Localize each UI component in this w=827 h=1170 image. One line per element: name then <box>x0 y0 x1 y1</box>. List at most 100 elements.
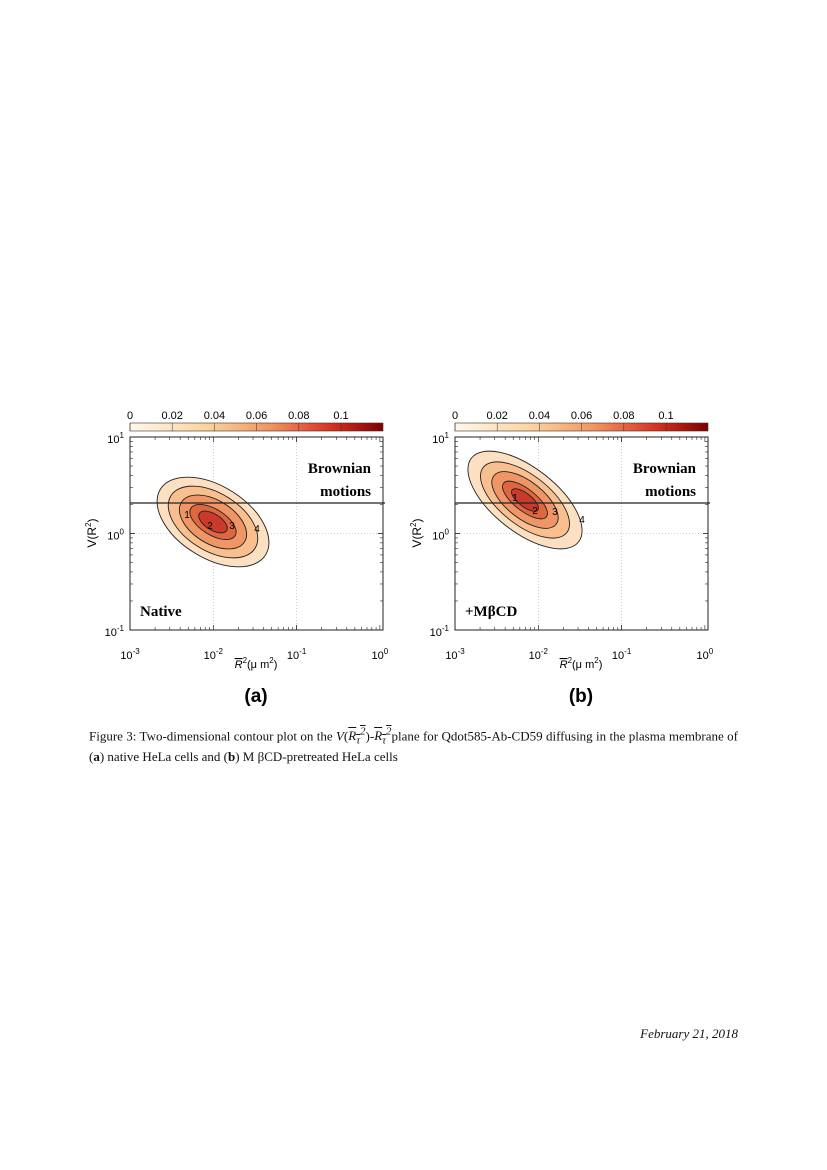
label-part: ) <box>85 518 99 522</box>
tick-base: 10 <box>432 434 444 446</box>
label-part: 2 <box>568 656 573 665</box>
tick-base: 10 <box>120 650 132 662</box>
date: February 21, 2018 <box>640 1026 738 1041</box>
tick-label: 100 <box>432 528 449 543</box>
math: τ <box>382 734 387 747</box>
tick-label: 10-3 <box>120 647 140 662</box>
contour-label: 4 <box>579 515 585 526</box>
contour-label: 2 <box>532 506 538 517</box>
label-part: (μ m <box>572 659 594 671</box>
label-part: ) <box>599 659 603 671</box>
y-axis-label: V(R2) <box>409 518 424 547</box>
caption-text: a <box>93 748 100 764</box>
contour-label: 2 <box>207 521 213 532</box>
label-part: ) <box>410 518 424 522</box>
label-part: V(R <box>85 527 99 548</box>
caption-text: ) M βCD-pretreated HeLa cells <box>235 748 398 764</box>
label-part: R <box>235 659 243 671</box>
label-part: ) <box>274 659 278 671</box>
tick-exp: -3 <box>458 647 466 656</box>
math: Rτ2 <box>348 726 366 747</box>
tick-exp: -3 <box>133 647 141 656</box>
label-part: 2 <box>594 656 599 665</box>
tick-exp: -2 <box>541 647 549 656</box>
caption-text: ) native HeLa cells and ( <box>99 748 228 764</box>
math: 2 <box>360 726 366 738</box>
contour-region <box>511 488 539 512</box>
label-part: 2 <box>84 522 93 527</box>
y-axis-label: V(R2) <box>84 518 99 547</box>
label-part: (μ m <box>247 659 269 671</box>
label-part: 2 <box>269 656 274 665</box>
math: Rτ2 <box>374 726 391 747</box>
caption-text: Figure 3: Two-dimensional contour plot o… <box>89 728 336 744</box>
tick-exp: -1 <box>117 624 125 633</box>
tick-exp: -2 <box>216 647 224 656</box>
label-part: V(R <box>410 527 424 548</box>
region-label: Brownian <box>308 461 372 477</box>
math: )- <box>365 728 375 744</box>
label-part: 2 <box>409 522 418 527</box>
colorbar-tick-label: 0 <box>452 410 458 422</box>
panel-label: (a) <box>244 686 267 707</box>
contour <box>198 510 228 534</box>
tick-base: 10 <box>372 650 384 662</box>
tick-base: 10 <box>697 650 709 662</box>
tick-exp: -1 <box>624 647 632 656</box>
contour-label: 3 <box>229 521 235 532</box>
caption-text: b <box>227 748 236 764</box>
tick-exp: 0 <box>120 528 125 537</box>
colorbar-tick-label: 0 <box>127 410 133 422</box>
colorbar-tick-label: 0.1 <box>658 410 673 422</box>
contour-region <box>198 510 228 534</box>
colorbar-tick-label: 0.08 <box>288 410 309 422</box>
tick-base: 10 <box>432 531 444 543</box>
tick-label: 10-3 <box>445 647 465 662</box>
tick-label: 10-2 <box>204 647 224 662</box>
x-axis-label: R2(μ m2) <box>235 656 278 671</box>
contour-label: 1 <box>184 510 190 521</box>
tick-exp: 0 <box>384 647 389 656</box>
tick-label: 10-1 <box>105 624 125 639</box>
math: R <box>348 728 357 744</box>
tick-base: 10 <box>612 650 624 662</box>
tick-exp: -1 <box>299 647 307 656</box>
colorbar-tick-label: 0.08 <box>613 410 634 422</box>
region-label: Brownian <box>633 461 697 477</box>
contour-label: 4 <box>254 524 260 535</box>
tick-base: 10 <box>204 650 216 662</box>
tick-base: 10 <box>107 434 119 446</box>
tick-base: 10 <box>445 650 457 662</box>
tick-exp: 0 <box>445 528 450 537</box>
tick-label: 101 <box>107 431 124 446</box>
caption-text: plane for Qdot585-Ab-CD59 diffusing in t… <box>89 728 738 764</box>
math: ( <box>343 728 349 744</box>
contour <box>511 488 539 512</box>
tick-label: 101 <box>432 431 449 446</box>
contour-label: 1 <box>512 493 518 504</box>
tick-exp: 0 <box>709 647 714 656</box>
tick-base: 10 <box>105 627 117 639</box>
label-part: R <box>560 659 568 671</box>
x-axis-label: R2(μ m2) <box>560 656 603 671</box>
tick-base: 10 <box>529 650 541 662</box>
region-label: motions <box>645 484 696 500</box>
tick-label: 10-2 <box>529 647 549 662</box>
caption: Figure 3: Two-dimensional contour plot o… <box>89 724 738 765</box>
math: R <box>374 728 383 744</box>
tick-exp: 1 <box>445 431 450 440</box>
tick-label: 10-1 <box>612 647 632 662</box>
panel-annotation: Native <box>140 604 182 620</box>
tick-label: 100 <box>107 528 124 543</box>
colorbar-tick-label: 0.1 <box>333 410 348 422</box>
tick-label: 10-1 <box>430 624 450 639</box>
tick-base: 10 <box>287 650 299 662</box>
panel-annotation: +MβCD <box>465 604 517 620</box>
colorbar-tick-label: 0.02 <box>486 410 507 422</box>
tick-exp: 1 <box>120 431 125 440</box>
contour-label: 3 <box>552 507 558 518</box>
tick-exp: -1 <box>442 624 450 633</box>
colorbar-tick-label: 0.04 <box>529 410 550 422</box>
